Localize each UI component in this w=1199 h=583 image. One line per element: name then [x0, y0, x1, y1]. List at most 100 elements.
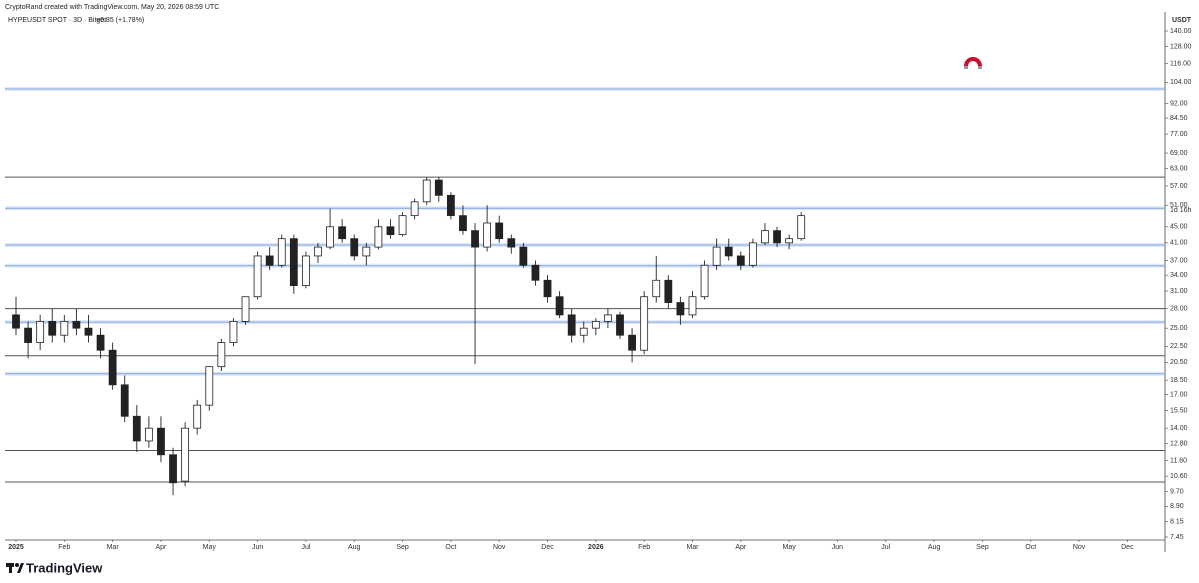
- candle-body: [229, 321, 238, 343]
- y-tick-label: 104.00: [1170, 79, 1192, 86]
- y-tick-label: 92.00: [1170, 100, 1188, 107]
- y-tick-label: 18.50: [1170, 377, 1188, 384]
- candle-body: [628, 334, 636, 351]
- footer-logo: TradingView: [6, 560, 103, 575]
- candle-body: [277, 238, 286, 266]
- y-tick-label: 116.00: [1170, 60, 1191, 67]
- x-tick-label: Sep: [976, 544, 989, 551]
- y-tick-label: 128.00: [1170, 43, 1192, 50]
- candle-body: [398, 215, 407, 236]
- candle-body: [736, 255, 745, 266]
- y-tick-label: 14.00: [1170, 425, 1188, 432]
- y-tick-label: 20.50: [1170, 359, 1188, 366]
- x-tick-label: May: [203, 544, 217, 551]
- candle-body: [531, 264, 540, 281]
- candle-body: [132, 415, 141, 442]
- candle-body: [591, 321, 600, 329]
- candle-body: [48, 321, 57, 336]
- candle-body: [24, 327, 32, 343]
- x-tick-label: Aug: [348, 544, 361, 551]
- candle-body: [543, 279, 552, 298]
- y-tick-label: 7.45: [1170, 534, 1184, 541]
- y-tick-label: 12.80: [1170, 440, 1188, 447]
- brand: TradingView: [26, 560, 103, 575]
- x-tick-label: Dec: [1121, 544, 1134, 551]
- y-tick-label: 11.60: [1170, 457, 1187, 464]
- candle-body: [748, 242, 757, 266]
- y-tick-label: 22.50: [1170, 343, 1188, 350]
- candle-body: [241, 296, 250, 322]
- candle-body: [217, 342, 226, 368]
- candle-body: [579, 327, 588, 336]
- candle-body: [193, 404, 202, 429]
- y-tick-label: 57.00: [1170, 183, 1188, 190]
- candle-body: [374, 226, 383, 248]
- candle-body: [483, 222, 492, 248]
- y-tick-label: 25.00: [1170, 325, 1188, 332]
- x-tick-label: Sep: [396, 544, 409, 551]
- x-tick-label: 2026: [588, 544, 604, 551]
- candle-body: [640, 296, 649, 351]
- x-tick-label: Mar: [107, 544, 120, 551]
- candle-body: [12, 314, 20, 329]
- x-tick-label: Apr: [735, 544, 747, 551]
- x-tick-label: Nov: [1073, 544, 1086, 551]
- candle-body: [422, 179, 431, 203]
- x-tick-label: Dec: [541, 544, 554, 551]
- y-tick-label: 69.00: [1170, 150, 1188, 157]
- y-tick-label: 31.00: [1170, 288, 1188, 295]
- candle-body: [60, 321, 69, 336]
- candle-body: [157, 427, 165, 456]
- y-tick-label: 34.00: [1170, 272, 1188, 279]
- symbol: HYPEUSDT SPOT · 3D · Bitget: [8, 17, 106, 24]
- x-tick-label: Feb: [638, 544, 650, 551]
- y-tick-label: 77.00: [1170, 131, 1188, 138]
- candle-body: [205, 366, 214, 406]
- candle-body: [144, 427, 153, 442]
- candle-body: [567, 314, 576, 336]
- y-tick-label: 84.50: [1170, 115, 1188, 122]
- y-tick-label: 9.70: [1170, 488, 1184, 495]
- x-tick-label: Nov: [493, 544, 506, 551]
- y-tick-label: 8.15: [1170, 518, 1184, 525]
- candle-body: [338, 226, 347, 240]
- candle-body: [362, 246, 371, 257]
- candle-body: [302, 255, 310, 286]
- countdown: 1d 16h: [1170, 207, 1192, 214]
- candle-body: [761, 230, 769, 244]
- candle-body: [797, 215, 806, 240]
- x-tick-label: Jun: [832, 544, 843, 551]
- x-tick-label: Mar: [686, 544, 699, 551]
- candle-body: [676, 302, 685, 316]
- candle-body: [386, 226, 395, 236]
- magnet-icon: [964, 57, 982, 69]
- candle-body: [507, 238, 516, 248]
- y-tick-label: 140.00: [1170, 28, 1192, 35]
- candle-body: [72, 321, 81, 329]
- x-tick-label: Jul: [301, 544, 310, 551]
- x-tick-label: Aug: [928, 544, 941, 551]
- y-tick-label: 8.90: [1170, 503, 1184, 510]
- y-tick-label: 41.00: [1170, 240, 1188, 247]
- candle-body: [459, 215, 467, 232]
- candle-body: [652, 279, 661, 298]
- candle-body: [773, 230, 781, 244]
- x-tick-label: Oct: [1025, 544, 1036, 551]
- candle-body: [700, 264, 709, 298]
- candle-body: [495, 222, 504, 240]
- plot-area: [5, 87, 1165, 496]
- y-tick-label: 17.00: [1170, 392, 1188, 399]
- candle-body: [120, 384, 129, 417]
- candle-body: [96, 334, 105, 351]
- x-tick-label: Jun: [252, 544, 263, 551]
- y-tick-label: 10.60: [1170, 473, 1188, 480]
- candle-body: [350, 238, 359, 257]
- y-tick-label: 15.50: [1170, 407, 1188, 414]
- change: +0.85 (+1.78%): [96, 17, 144, 24]
- y-tick-label: 63.00: [1170, 166, 1188, 173]
- candle-body: [555, 296, 564, 316]
- candle-body: [326, 226, 334, 248]
- x-tick-label: Jul: [881, 544, 890, 551]
- candle-body: [519, 246, 528, 266]
